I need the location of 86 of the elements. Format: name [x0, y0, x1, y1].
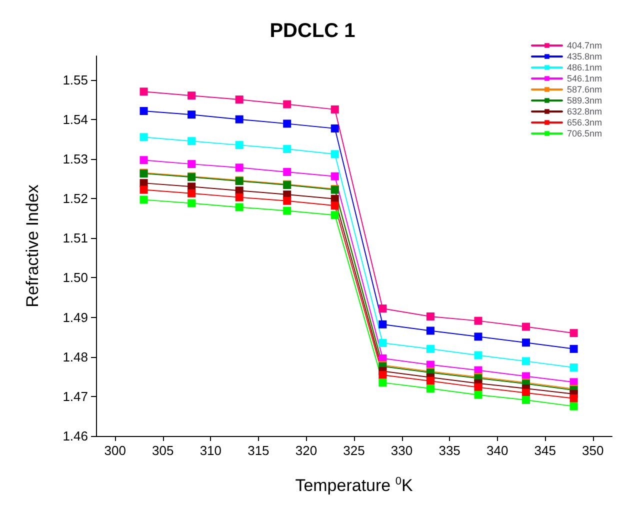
point	[188, 160, 196, 168]
point	[330, 211, 339, 220]
x-tick-label: 345	[534, 443, 556, 458]
point	[426, 344, 434, 353]
point	[235, 115, 244, 124]
y-tick-label: 1.46	[62, 428, 88, 444]
y-tick-label: 1.55	[62, 72, 88, 88]
point	[188, 110, 196, 119]
point	[474, 316, 482, 325]
point	[522, 322, 530, 331]
point	[330, 150, 339, 158]
point	[235, 141, 244, 150]
legend-label: 589.3nm	[566, 96, 602, 106]
point	[378, 304, 387, 313]
point	[378, 378, 387, 387]
y-tick-label: 1.48	[62, 349, 88, 364]
point	[188, 199, 196, 208]
point	[426, 376, 434, 385]
point	[570, 344, 578, 353]
x-tick-label: 335	[438, 443, 460, 458]
point	[188, 137, 196, 146]
legend-label: 435.8nm	[566, 52, 602, 62]
legend-label: 486.1nm	[566, 62, 602, 72]
legend-label: 404.7nm	[566, 40, 602, 50]
point	[426, 312, 434, 320]
y-tick-label: 1.50	[62, 270, 88, 286]
point	[426, 384, 434, 392]
point	[140, 133, 148, 142]
y-tick-label: 1.47	[62, 388, 88, 404]
legend-label: 656.3nm	[566, 118, 602, 128]
point	[140, 107, 148, 116]
point	[474, 332, 482, 341]
y-tick-label: 1.49	[62, 310, 88, 325]
point	[474, 351, 482, 360]
point	[283, 206, 292, 215]
x-tick-label: 310	[200, 443, 222, 458]
point	[140, 88, 148, 96]
chart-title: PDCLC 1	[270, 20, 356, 42]
point	[570, 364, 578, 372]
point	[330, 124, 339, 132]
point	[235, 164, 244, 172]
point	[522, 338, 530, 347]
point	[570, 402, 578, 410]
point	[570, 329, 578, 338]
point	[235, 96, 244, 104]
y-tick-label: 1.54	[62, 112, 88, 127]
point	[426, 326, 434, 335]
point	[283, 196, 292, 205]
x-tick-label: 305	[152, 443, 174, 458]
point	[235, 203, 244, 212]
point	[378, 371, 387, 380]
point	[235, 193, 244, 202]
y-tick-label: 1.51	[62, 230, 88, 246]
point	[330, 105, 339, 114]
y-axis-title: Refractive Index	[23, 184, 42, 308]
y-tick-label: 1.52	[62, 191, 88, 206]
point	[330, 172, 339, 180]
point	[378, 320, 387, 328]
point	[283, 168, 292, 176]
legend-label: 706.5nm	[566, 128, 602, 138]
y-tick-label: 1.53	[62, 151, 88, 166]
point	[570, 394, 578, 402]
point	[188, 92, 196, 100]
point	[522, 396, 530, 404]
legend-label: 546.1nm	[566, 74, 602, 84]
point	[140, 156, 148, 164]
x-tick-label: 325	[343, 443, 365, 458]
point	[474, 383, 482, 392]
point	[188, 189, 196, 198]
point	[140, 196, 148, 204]
point	[283, 100, 292, 108]
point	[522, 357, 530, 366]
point	[283, 120, 292, 128]
x-tick-label: 340	[486, 443, 508, 458]
x-tick-label: 300	[104, 443, 126, 458]
point	[283, 145, 292, 154]
x-tick-label: 330	[390, 443, 413, 458]
x-tick-label: 315	[248, 443, 270, 458]
legend-label: 587.6nm	[566, 84, 602, 94]
x-tick-label: 320	[295, 443, 318, 458]
legend-label: 632.8nm	[566, 106, 602, 116]
point	[140, 186, 148, 194]
point	[378, 338, 387, 347]
x-tick-label: 350	[582, 443, 604, 458]
point	[474, 390, 482, 399]
point	[330, 202, 339, 210]
